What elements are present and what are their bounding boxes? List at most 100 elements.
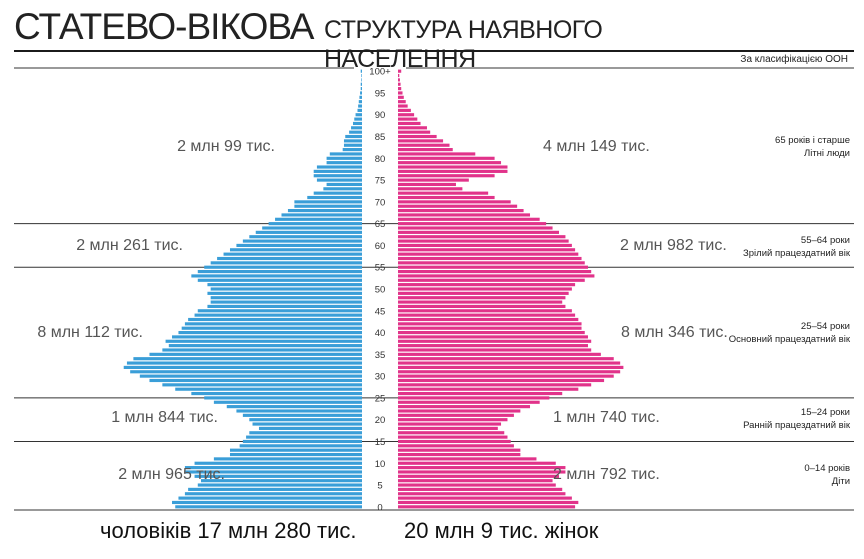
- bar-women-age-37: [398, 344, 588, 348]
- bar-women-age-21: [398, 413, 514, 417]
- bar-men-age-66: [275, 217, 362, 221]
- bar-men-age-87: [351, 126, 362, 130]
- bar-women-age-26: [398, 391, 563, 396]
- women-group-value: 2 млн 792 тис.: [553, 466, 660, 483]
- bar-men-age-0: [175, 505, 362, 509]
- bar-men-age-25: [204, 396, 362, 400]
- bar-men-age-17: [249, 431, 362, 435]
- bar-women-age-47: [398, 300, 563, 304]
- bar-men-age-26: [191, 391, 362, 396]
- bar-men-age-84: [343, 139, 362, 143]
- women-group-value: 1 млн 740 тис.: [553, 409, 660, 426]
- bar-women-age-29: [398, 378, 605, 383]
- bar-men-age-74: [326, 182, 362, 187]
- bar-men-age-73: [323, 187, 362, 191]
- bar-men-age-59: [229, 248, 362, 252]
- bar-men-age-77: [313, 169, 362, 173]
- bar-women-age-28: [398, 383, 592, 387]
- bar-men-age-95: [360, 91, 362, 95]
- bar-men-age-6: [201, 479, 362, 483]
- bar-women-age-17: [398, 431, 505, 435]
- age-group-name: Зрілий працездатний вік: [743, 248, 851, 259]
- bar-women-age-39: [398, 335, 588, 339]
- bar-women-age-89: [398, 117, 418, 121]
- classification-note: За класифікацією ООН: [740, 54, 848, 65]
- men-group-value: 1 млн 844 тис.: [111, 409, 218, 426]
- bar-men-age-40: [178, 330, 362, 335]
- bar-women-age-43: [398, 317, 579, 322]
- bar-women-age-60: [398, 243, 572, 248]
- bar-men-age-64: [262, 226, 362, 230]
- bar-women-age-13: [398, 448, 521, 452]
- bar-men-age-22: [236, 409, 362, 413]
- age-tick-35: 35: [375, 350, 386, 361]
- men-group-value: 2 млн 99 тис.: [177, 138, 275, 155]
- bar-women-age-77: [398, 169, 508, 173]
- bar-women-age-93: [398, 100, 406, 104]
- bar-women-age-49: [398, 291, 569, 295]
- age-tick-5: 5: [377, 481, 382, 492]
- bar-women-age-50: [398, 287, 572, 291]
- bar-women-age-99: [398, 73, 400, 78]
- age-group-range: 65 років і старше: [775, 135, 850, 146]
- bar-men-age-100: [360, 69, 362, 73]
- age-tick-50: 50: [375, 285, 386, 296]
- bar-men-age-80: [326, 156, 362, 160]
- bar-men-age-46: [207, 304, 362, 309]
- bar-men-age-71: [307, 195, 362, 200]
- bar-men-age-2: [178, 496, 362, 500]
- bar-women-age-82: [398, 148, 453, 152]
- bar-women-age-98: [398, 78, 400, 82]
- bar-women-age-83: [398, 143, 450, 147]
- bar-women-age-14: [398, 444, 514, 448]
- bar-women-age-24: [398, 400, 540, 404]
- bar-women-age-53: [398, 274, 595, 278]
- bar-men-age-5: [197, 483, 362, 487]
- bar-men-age-67: [281, 213, 362, 217]
- bar-men-age-53: [191, 274, 362, 278]
- bar-men-age-12: [229, 452, 362, 457]
- women-total: 20 млн 9 тис. жінок: [404, 518, 599, 543]
- bar-men-age-69: [294, 204, 362, 208]
- age-tick-100+: 100+: [369, 67, 391, 78]
- bar-women-age-57: [398, 256, 582, 261]
- bar-men-age-61: [242, 239, 362, 243]
- bar-women-age-58: [398, 252, 579, 256]
- bar-women-age-20: [398, 418, 508, 422]
- bar-men-age-89: [354, 117, 362, 121]
- bar-men-age-86: [349, 130, 362, 134]
- bar-women-age-63: [398, 230, 559, 234]
- bar-women-age-44: [398, 313, 576, 317]
- bar-men-age-78: [316, 165, 362, 169]
- bar-women-age-100: [398, 69, 402, 73]
- bar-men-age-60: [236, 243, 362, 248]
- top-rule: [14, 50, 854, 52]
- bar-women-age-41: [398, 326, 582, 330]
- bar-women-age-33: [398, 361, 621, 365]
- bar-men-age-9: [184, 466, 362, 470]
- bar-women-age-61: [398, 239, 569, 243]
- age-tick-40: 40: [375, 328, 386, 339]
- bar-women-age-67: [398, 213, 531, 217]
- bar-women-age-35: [398, 352, 601, 356]
- age-tick-15: 15: [375, 437, 386, 448]
- bar-women-age-70: [398, 200, 511, 204]
- bar-men-age-32: [123, 365, 362, 369]
- bar-women-age-52: [398, 278, 585, 282]
- bar-men-age-65: [268, 222, 362, 226]
- bar-men-age-79: [326, 161, 362, 165]
- bar-men-age-24: [213, 400, 362, 404]
- bar-men-age-50: [210, 287, 362, 291]
- bar-men-age-83: [343, 143, 362, 147]
- bar-men-age-70: [294, 200, 362, 204]
- bar-women-age-86: [398, 130, 431, 134]
- bar-women-age-97: [398, 82, 401, 86]
- title-main: СТАТЕВО-ВІКОВА: [14, 6, 314, 47]
- bar-men-age-18: [258, 426, 362, 430]
- bar-women-age-7: [398, 474, 559, 478]
- bar-women-age-90: [398, 113, 415, 117]
- bar-men-age-97: [360, 82, 362, 86]
- bar-women-age-76: [398, 174, 495, 178]
- age-tick-45: 45: [375, 306, 386, 317]
- bar-women-age-73: [398, 187, 463, 191]
